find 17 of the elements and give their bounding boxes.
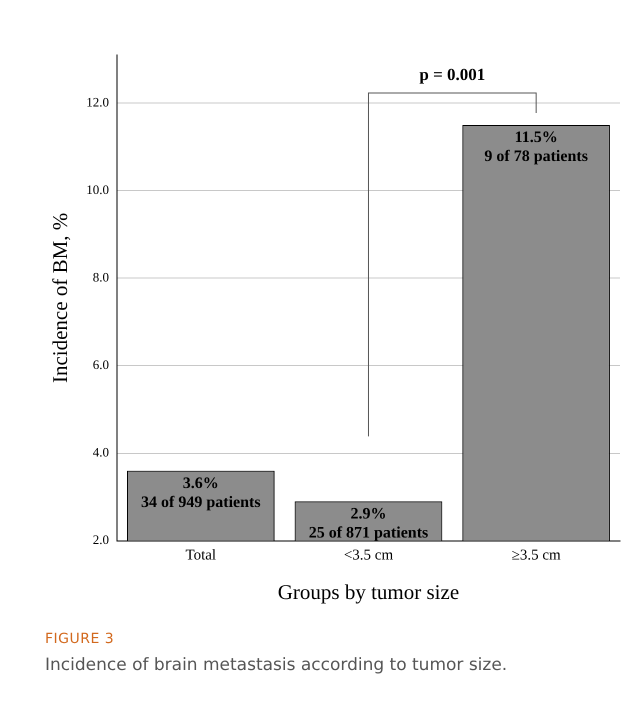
y-tick-label: 4.0 — [92, 444, 109, 460]
annotation: p = 0.001 — [419, 65, 486, 86]
y-tick-label: 2.0 — [92, 532, 109, 548]
x-tick-label: ≥3.5 cm — [512, 548, 562, 564]
y-tick-label: 8.0 — [92, 270, 109, 285]
data-label: 3.6% 34 of 949 patients — [141, 474, 261, 511]
caption: FIGURE 3 — [45, 631, 114, 647]
data-label: 2.9% 25 of 871 patients — [308, 506, 428, 542]
x-axis-title: Groups by tumor size — [278, 580, 460, 604]
y-tick-label: 12.0 — [86, 94, 109, 110]
x-tick-label: Total — [185, 548, 216, 564]
data-label: 11.5% 9 of 78 patients — [484, 129, 588, 166]
y-axis-title: Incidence of BM, % — [48, 212, 72, 384]
x-tick-label: <3.5 cm — [344, 548, 394, 564]
text: Incidence of brain metastasis according to tumor size. — [45, 655, 508, 675]
y-tick-label: 6.0 — [92, 357, 109, 372]
y-tick-label: 10.0 — [86, 182, 109, 198]
